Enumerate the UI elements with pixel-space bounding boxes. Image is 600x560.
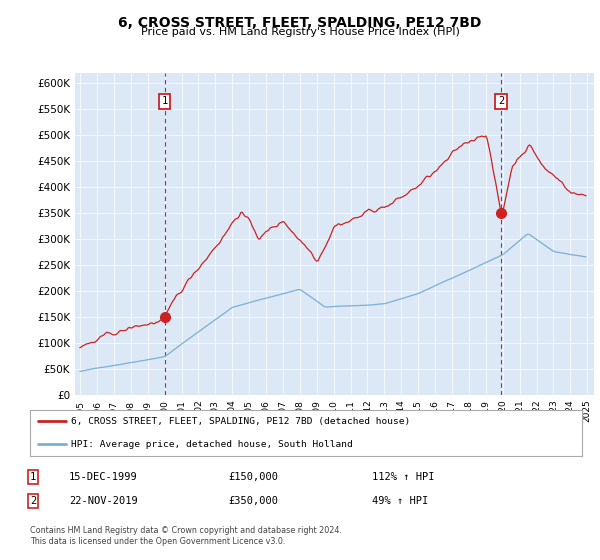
Text: Price paid vs. HM Land Registry's House Price Index (HPI): Price paid vs. HM Land Registry's House …: [140, 27, 460, 38]
Text: 2: 2: [498, 96, 504, 106]
Text: 112% ↑ HPI: 112% ↑ HPI: [372, 472, 434, 482]
Text: 49% ↑ HPI: 49% ↑ HPI: [372, 496, 428, 506]
Text: 22-NOV-2019: 22-NOV-2019: [69, 496, 138, 506]
Text: 1: 1: [161, 96, 168, 106]
Text: HPI: Average price, detached house, South Holland: HPI: Average price, detached house, Sout…: [71, 440, 353, 449]
Text: £350,000: £350,000: [228, 496, 278, 506]
Text: 15-DEC-1999: 15-DEC-1999: [69, 472, 138, 482]
Text: 2: 2: [30, 496, 36, 506]
Text: 6, CROSS STREET, FLEET, SPALDING, PE12 7BD (detached house): 6, CROSS STREET, FLEET, SPALDING, PE12 7…: [71, 417, 410, 426]
Text: Contains HM Land Registry data © Crown copyright and database right 2024.
This d: Contains HM Land Registry data © Crown c…: [30, 526, 342, 546]
Text: 6, CROSS STREET, FLEET, SPALDING, PE12 7BD: 6, CROSS STREET, FLEET, SPALDING, PE12 7…: [118, 16, 482, 30]
Text: £150,000: £150,000: [228, 472, 278, 482]
Text: 1: 1: [30, 472, 36, 482]
